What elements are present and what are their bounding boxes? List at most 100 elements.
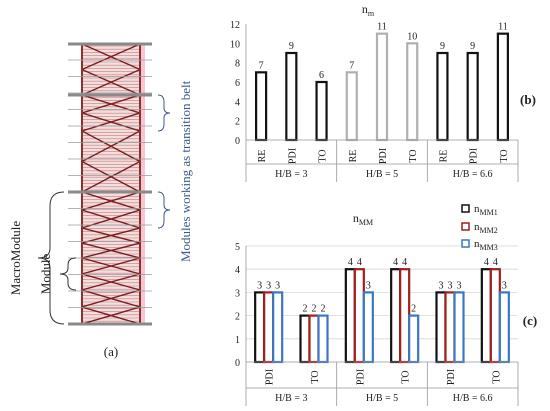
- brace-diagonal: [82, 306, 140, 324]
- bar-value-label: 3: [266, 280, 271, 291]
- bar: [466, 51, 479, 142]
- bar: [406, 42, 419, 142]
- bar-value-label: 3: [257, 280, 262, 291]
- x-tick-label: PDI: [378, 148, 389, 164]
- brace-diagonal: [82, 94, 140, 114]
- bar-value-label: 4: [348, 257, 353, 268]
- bar-value-label: 7: [349, 60, 354, 71]
- legend-label-mm2: nMM2: [474, 221, 498, 235]
- panel-a-label: (a): [104, 344, 118, 359]
- bar-value-label: 10: [407, 31, 417, 42]
- bar-value-label: 3: [448, 280, 453, 291]
- module-label: Module: [38, 254, 53, 295]
- y-tick-label: 6: [235, 78, 240, 89]
- bar-value-label: 3: [439, 280, 444, 291]
- brace-diagonal: [82, 242, 140, 259]
- bar: [399, 268, 411, 364]
- bar: [344, 268, 356, 364]
- chart-c-value-labels: 3 3 32 2 24 434 423 3 34 43: [257, 257, 507, 314]
- tower-floor-lines: [68, 59, 152, 308]
- bar-value-label: 4: [484, 257, 489, 268]
- group-label: H/B = 6.6: [453, 393, 493, 404]
- x-tick-label: PDI: [355, 369, 366, 385]
- x-tick-label: TO: [401, 370, 412, 383]
- tower-lattice: [82, 44, 140, 324]
- brace-diagonal: [82, 191, 140, 211]
- transition-belt-highlight: [140, 44, 145, 324]
- bar-value-label: 9: [289, 41, 294, 52]
- bar-value-label: 3: [457, 280, 462, 291]
- bar: [390, 268, 402, 364]
- bar: [285, 51, 298, 142]
- bar-value-label: 4: [493, 257, 498, 268]
- group-label: H/B = 5: [366, 393, 398, 404]
- macromodule-brace: [37, 191, 65, 325]
- brace-diagonal: [82, 68, 140, 96]
- x-tick-label: PDI: [265, 369, 276, 385]
- y-tick-label: 2: [235, 312, 240, 323]
- chart-c-x-axis: PDI TO PDI TO PDI TOH/B = 3 H/B = 5 H/B = 6.6: [245, 361, 519, 406]
- bar-value-label: 2: [312, 304, 317, 315]
- bar-value-label: 4: [402, 257, 407, 268]
- bar: [353, 268, 365, 364]
- transition-brace-lower: [157, 191, 171, 229]
- brace-diagonal: [82, 112, 140, 132]
- brace-diagonal: [82, 44, 140, 71]
- x-tick-label: RE: [348, 150, 359, 163]
- legend-swatch-mm3: [461, 239, 470, 248]
- bar-value-label: 7: [259, 60, 264, 71]
- brace-diagonal: [82, 130, 140, 163]
- module-brace: [59, 257, 77, 291]
- bar-value-label: 9: [470, 41, 475, 52]
- brace-diagonal: [82, 273, 140, 291]
- module-boundaries: [68, 42, 152, 326]
- bar-value-label: 4: [393, 257, 398, 268]
- bar-value-label: 2: [321, 304, 326, 315]
- brace-diagonal: [82, 257, 140, 275]
- y-tick-label: 3: [235, 288, 240, 299]
- bar: [345, 71, 358, 142]
- bar: [299, 314, 311, 364]
- legend-label-mm3: nMM3: [474, 238, 498, 252]
- bar: [436, 51, 449, 142]
- bar: [308, 314, 320, 364]
- panel-a: Modules working as transition belt Macro…: [8, 42, 193, 359]
- y-tick-label: 5: [235, 242, 240, 253]
- bar-value-label: 4: [357, 257, 362, 268]
- bar-value-label: 3: [366, 280, 371, 291]
- bar: [489, 268, 501, 364]
- chart-b-x-axis: RE PDI TO RE PDI TO RE PDI TO H/B = 3 H/B = 5 H/B =…: [245, 139, 519, 182]
- bar: [254, 291, 266, 364]
- x-tick-label: RE: [257, 150, 268, 163]
- bar: [362, 291, 374, 364]
- bar: [408, 314, 420, 364]
- bar: [480, 268, 492, 364]
- y-tick-label: 2: [235, 117, 240, 128]
- brace-diagonal: [82, 160, 140, 193]
- bar: [272, 291, 284, 364]
- y-tick-label: 4: [235, 265, 240, 276]
- chart-c-legend: nMM1 nMM2 nMM3: [461, 203, 498, 252]
- x-tick-label: TO: [499, 149, 510, 162]
- x-tick-label: PDI: [287, 148, 298, 164]
- chart-c-bars: [254, 268, 510, 364]
- bar: [375, 32, 389, 142]
- brace-diagonal: [82, 227, 140, 244]
- panel-b-label: (b): [520, 92, 536, 107]
- x-tick-label: TO: [491, 370, 502, 383]
- bar-value-label: 3: [275, 280, 280, 291]
- y-tick-label: 0: [235, 358, 240, 369]
- y-tick-label: 1: [235, 335, 240, 346]
- tower-diagonal-bracing: [82, 44, 140, 324]
- y-tick-label: 0: [235, 136, 240, 147]
- y-tick-label: 8: [235, 59, 240, 70]
- group-label: H/B = 5: [366, 169, 398, 180]
- transition-belt-label: Modules working as transition belt: [178, 80, 193, 262]
- bar-value-label: 11: [498, 22, 508, 33]
- legend-swatch-mm1: [461, 204, 470, 213]
- bar-value-label: 2: [411, 304, 416, 315]
- bar: [263, 291, 275, 364]
- y-tick-label: 4: [235, 97, 240, 108]
- transition-brace-upper: [157, 94, 171, 132]
- panel-b-chart: nm 0 2 4 6 8 10 12 7 9 6 7 11 10 9 9 11 RE PDI TO RE PDI TO…: [230, 2, 536, 182]
